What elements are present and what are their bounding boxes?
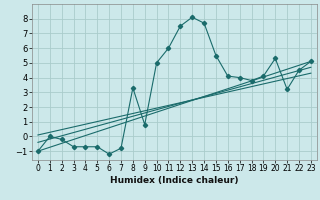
X-axis label: Humidex (Indice chaleur): Humidex (Indice chaleur) [110,176,239,185]
